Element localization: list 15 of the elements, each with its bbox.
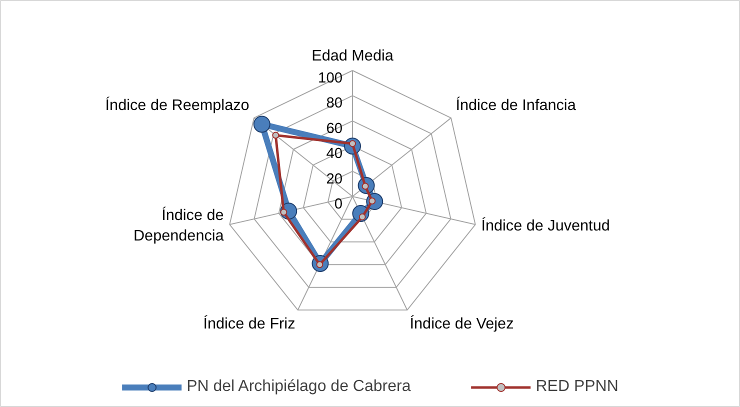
y-tick-label: 20 — [326, 171, 343, 188]
y-tick-label: 0 — [334, 196, 343, 212]
y-tick-label: 100 — [318, 70, 343, 86]
spoke-label: Índice de Reemplazo — [105, 96, 250, 114]
spoke-label: Edad Media — [312, 48, 394, 64]
spoke-label: Índice de Friz — [203, 314, 296, 332]
legend-label: PN del Archipiélago de Cabrera — [186, 378, 411, 396]
spoke-label: Índice de Dependencia — [133, 206, 224, 245]
spoke-label: Índice de Vejez — [410, 314, 514, 332]
y-tick-label: 60 — [326, 120, 343, 137]
legend-label: RED PPNN — [536, 378, 618, 396]
y-tick-label: 40 — [326, 146, 343, 162]
spoke-label: Índice de Juventud — [481, 216, 610, 234]
spoke-label: Índice de Infancia — [456, 96, 576, 114]
y-tick-label: 80 — [326, 96, 343, 112]
